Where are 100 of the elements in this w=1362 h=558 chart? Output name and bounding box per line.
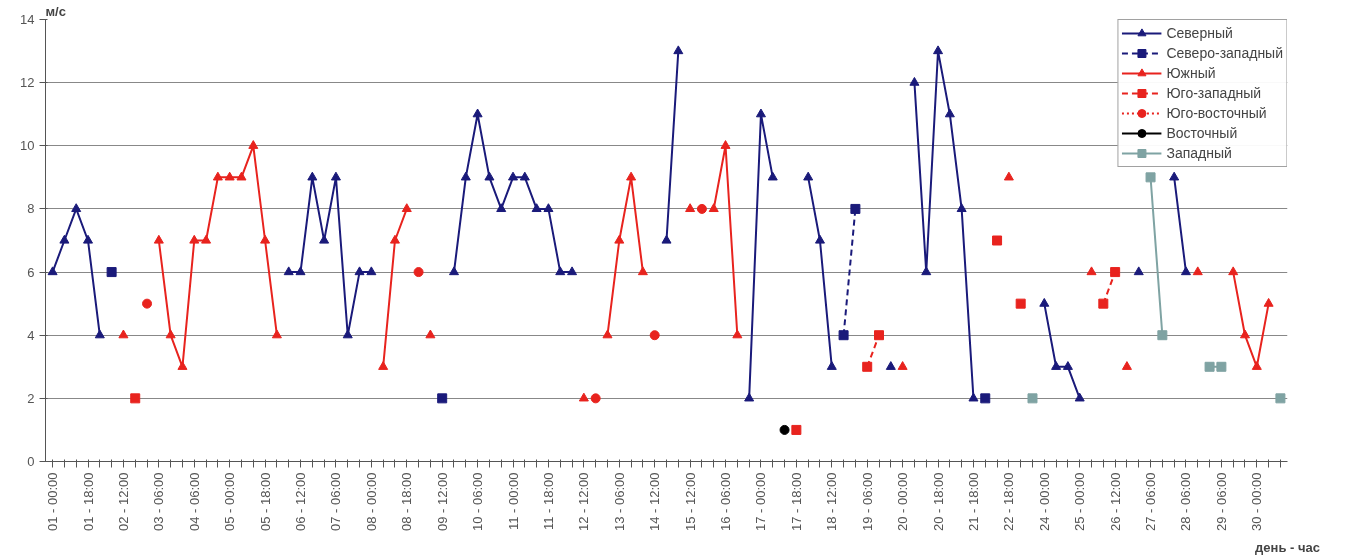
point xyxy=(1192,266,1203,276)
point xyxy=(874,330,885,341)
legend-label: Северо-западный xyxy=(1166,45,1283,61)
point xyxy=(1062,361,1073,370)
point xyxy=(708,203,719,213)
legend-label: Южный xyxy=(1166,65,1216,81)
x-tick-label: 15 - 12:00 xyxy=(682,472,698,532)
x-tick-label: 05 - 18:00 xyxy=(257,472,273,532)
point xyxy=(720,140,731,149)
x-tick-label: 07 - 06:00 xyxy=(328,472,344,532)
y-tick-label: 2 xyxy=(27,390,35,406)
point xyxy=(885,361,896,370)
point xyxy=(1133,266,1144,276)
point xyxy=(472,108,483,118)
point xyxy=(508,171,519,181)
point xyxy=(413,267,424,278)
point xyxy=(165,329,176,339)
point xyxy=(1098,298,1109,309)
point xyxy=(271,329,282,339)
legend-label: Восточный xyxy=(1166,125,1238,141)
point xyxy=(1216,361,1227,372)
point xyxy=(1180,266,1191,276)
x-tick-label: 01 - 00:00 xyxy=(45,472,61,532)
y-tick-label: 4 xyxy=(27,327,35,343)
x-tick-label: 20 - 00:00 xyxy=(895,472,911,532)
point xyxy=(201,234,212,244)
x-tick-label: 14 - 12:00 xyxy=(647,472,663,532)
point xyxy=(236,171,247,181)
point xyxy=(555,266,566,276)
x-tick-label: 20 - 18:00 xyxy=(930,472,946,532)
point xyxy=(661,234,672,244)
point xyxy=(519,171,530,181)
point xyxy=(307,171,318,181)
x-axis-title: день - час xyxy=(1255,540,1320,556)
point xyxy=(1263,297,1274,307)
y-tick-label: 12 xyxy=(20,75,35,91)
x-tick-label: 26 - 12:00 xyxy=(1107,472,1123,532)
legend-label: Юго-восточный xyxy=(1166,105,1267,121)
point xyxy=(649,330,660,341)
x-tick-label: 01 - 18:00 xyxy=(80,472,96,532)
point xyxy=(673,45,684,55)
point xyxy=(1039,297,1050,307)
y-tick-label: 6 xyxy=(27,264,35,280)
point xyxy=(1086,266,1097,276)
point xyxy=(389,234,400,244)
point xyxy=(366,266,377,276)
x-tick-label: 09 - 12:00 xyxy=(434,472,450,532)
point xyxy=(189,234,200,244)
point xyxy=(47,266,58,276)
point xyxy=(1240,329,1250,339)
point xyxy=(696,203,707,214)
x-tick-label: 29 - 06:00 xyxy=(1213,472,1229,532)
point xyxy=(212,171,223,181)
legend-label: Юго-западный xyxy=(1166,85,1262,101)
point xyxy=(578,392,589,402)
x-tick-label: 12 - 12:00 xyxy=(576,472,592,532)
point xyxy=(1275,393,1286,404)
y-tick-label: 14 xyxy=(20,12,35,27)
x-tick-label: 03 - 06:00 xyxy=(151,472,167,532)
point xyxy=(118,329,129,339)
point xyxy=(260,234,271,244)
point xyxy=(862,361,873,372)
point xyxy=(814,234,825,244)
point xyxy=(685,203,696,213)
point xyxy=(1015,298,1026,309)
point xyxy=(626,171,637,181)
point xyxy=(59,234,70,244)
x-tick-label: 02 - 12:00 xyxy=(115,472,131,532)
point xyxy=(732,329,743,339)
y-tick-label: 8 xyxy=(27,201,35,217)
point xyxy=(531,203,542,213)
point xyxy=(850,203,861,214)
point xyxy=(567,266,578,276)
point xyxy=(1110,267,1121,278)
point xyxy=(295,266,306,276)
x-tick-label: 18 - 12:00 xyxy=(824,472,840,532)
point xyxy=(94,329,105,339)
x-tick-label: 11 - 00:00 xyxy=(505,472,521,531)
point xyxy=(744,392,755,402)
point xyxy=(767,171,778,181)
point xyxy=(283,266,294,276)
point xyxy=(71,203,82,213)
legend-label: Западный xyxy=(1166,145,1232,161)
point xyxy=(1204,361,1215,372)
point xyxy=(1251,361,1262,370)
point xyxy=(543,203,554,213)
point xyxy=(944,108,955,118)
x-tick-label: 05 - 00:00 xyxy=(222,472,238,532)
x-tick-label: 08 - 00:00 xyxy=(363,472,379,532)
point xyxy=(779,424,790,435)
point xyxy=(909,76,920,86)
point xyxy=(1228,266,1239,276)
point xyxy=(378,361,389,370)
point xyxy=(921,266,932,276)
point xyxy=(330,171,341,181)
point xyxy=(803,171,814,181)
x-tick-label: 17 - 00:00 xyxy=(753,472,769,532)
point xyxy=(448,266,459,276)
point xyxy=(354,266,365,276)
point xyxy=(968,392,979,402)
